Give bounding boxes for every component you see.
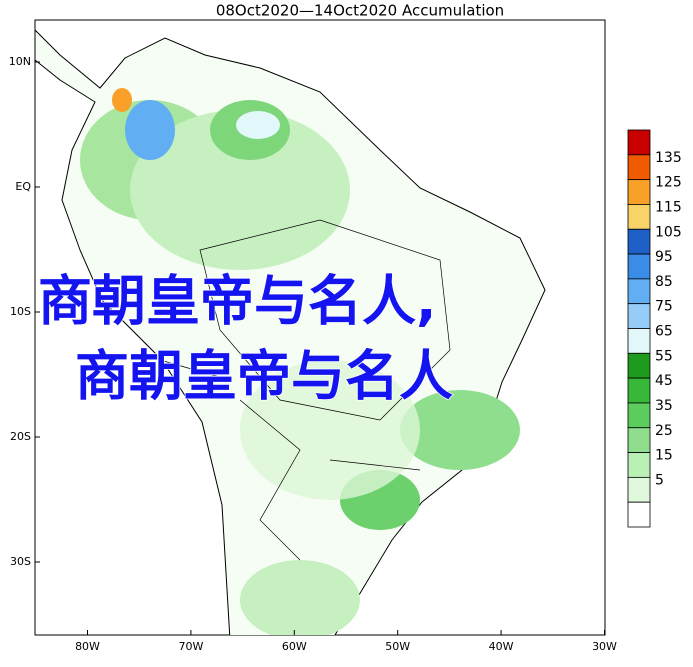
colorbar-swatch <box>627 204 651 230</box>
lon-label: 80W <box>75 640 100 653</box>
colorbar-label: 115 <box>655 199 682 215</box>
lat-label: 30S <box>10 555 31 568</box>
colorbar-swatch <box>627 427 651 453</box>
colorbar-swatch <box>627 501 651 528</box>
colorbar-label: 85 <box>655 274 673 290</box>
colorbar-swatch <box>627 129 651 156</box>
colorbar-label: 45 <box>655 373 673 389</box>
overlay-text: 商朝皇帝与名人, <box>38 270 437 333</box>
lat-label: 20S <box>10 430 31 443</box>
colorbar-label: 75 <box>655 299 673 315</box>
lon-label: 60W <box>282 640 307 653</box>
colorbar-label: 25 <box>655 423 673 439</box>
lat-label: 10N <box>9 55 31 68</box>
colorbar-label: 55 <box>655 348 673 364</box>
lon-label: 70W <box>178 640 203 653</box>
colorbar-swatch <box>627 476 651 503</box>
colorbar-label: 95 <box>655 249 673 265</box>
map-area <box>34 19 606 636</box>
colorbar-swatch <box>627 452 651 478</box>
colorbar-swatch <box>627 278 651 305</box>
colorbar-label: 5 <box>655 472 664 488</box>
colorbar-label: 135 <box>655 150 682 166</box>
colorbar-swatch <box>627 402 651 429</box>
lon-label: 30W <box>592 640 617 653</box>
colorbar-swatch <box>627 179 651 205</box>
colorbar-swatch <box>627 352 651 379</box>
colorbar-swatch <box>627 303 651 329</box>
overlay-text: 商朝皇帝与名人 <box>75 345 453 408</box>
lon-label: 40W <box>489 640 514 653</box>
colorbar-label: 15 <box>655 448 673 464</box>
lon-label: 50W <box>385 640 410 653</box>
lat-label: EQ <box>15 180 31 193</box>
colorbar-label: 65 <box>655 324 673 340</box>
colorbar-swatch <box>627 253 651 280</box>
lat-label: 10S <box>10 305 31 318</box>
colorbar-label: 125 <box>655 175 682 191</box>
colorbar-swatch <box>627 154 651 181</box>
colorbar-label: 35 <box>655 398 673 414</box>
colorbar-swatch <box>627 377 651 404</box>
colorbar-swatch <box>627 228 651 255</box>
colorbar-label: 105 <box>655 224 682 240</box>
colorbar-swatch <box>627 328 651 354</box>
map-title: 08Oct2020—14Oct2020 Accumulation <box>216 2 504 20</box>
